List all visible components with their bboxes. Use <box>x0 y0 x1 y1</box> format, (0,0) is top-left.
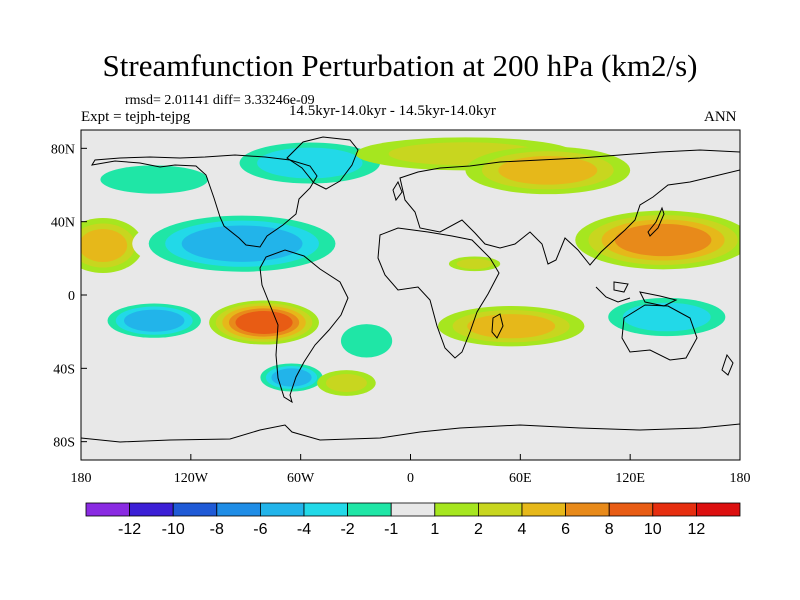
feature-indian-ocean-high <box>437 306 585 347</box>
colorbar-swatch <box>347 502 392 517</box>
chart-title: Streamfunction Perturbation at 200 hPa (… <box>102 48 698 83</box>
colorbar-label: 2 <box>474 521 483 538</box>
colorbar-swatch <box>259 502 305 517</box>
y-tick-label: 80N <box>51 142 75 157</box>
feature-indian-ocean-high-band <box>467 314 556 339</box>
colorbar-label: 1 <box>430 521 439 538</box>
colorbar-label: -12 <box>118 521 141 538</box>
colorbar-swatch <box>85 502 130 517</box>
colorbar-label: 6 <box>561 521 570 538</box>
colorbar-swatch <box>172 502 218 517</box>
colorbar-label: -2 <box>340 521 354 538</box>
feature-caribbean-low <box>132 210 352 277</box>
feature-east-asia-high <box>575 210 740 270</box>
colorbar-label: -6 <box>253 521 267 538</box>
coast-britain <box>392 180 403 202</box>
coast-africa <box>377 227 500 359</box>
feature-north-atlantic-low-band <box>257 147 363 179</box>
x-tick-label: 120E <box>615 471 645 486</box>
coast-eurasia <box>399 149 740 266</box>
colorbar-swatch <box>696 502 741 517</box>
feature-sahara-high <box>448 256 501 272</box>
x-tick-label: 60W <box>287 471 315 486</box>
colorbar-label: 4 <box>518 521 527 538</box>
feature-patagonia-low <box>254 361 329 394</box>
colorbar-swatch <box>216 502 261 517</box>
colorbar-swatch <box>303 502 348 517</box>
coast-greenland <box>286 136 359 190</box>
colorbar-swatch <box>521 502 566 517</box>
colorbar-label: 8 <box>605 521 614 538</box>
feature-south-america-high-band <box>235 311 293 334</box>
coast-new-zealand <box>721 353 734 376</box>
feature-north-pacific-low-band <box>100 165 209 194</box>
feature-patagonia-low-band <box>271 368 312 387</box>
feature-south-atlantic-low <box>329 317 404 365</box>
feature-south-pacific-low-band <box>124 309 185 332</box>
colorbar-label: -10 <box>162 521 185 538</box>
coast-antarctica <box>81 423 740 443</box>
feature-north-atlantic-low <box>221 137 398 189</box>
colorbar-swatch <box>565 502 610 517</box>
feature-caribbean-low-band <box>181 225 303 262</box>
coast-south-america <box>259 249 349 404</box>
period-label: 14.5kyr-14.0kyr - 14.5kyr-14.0kyr <box>289 103 496 119</box>
feature-south-atlantic-low-band <box>340 324 393 358</box>
coast-north-america <box>91 154 318 248</box>
colorbar-label: 12 <box>688 521 706 538</box>
coast-japan <box>647 206 665 237</box>
feature-siberia-high-band <box>498 156 598 185</box>
colorbar-swatch <box>390 502 436 517</box>
colorbar-label: -4 <box>297 521 311 538</box>
x-tick-label: 180 <box>71 471 92 486</box>
feature-maritime-continent-low-band <box>622 302 711 332</box>
colorbar-swatch <box>608 502 654 517</box>
season-label: ANN <box>704 109 737 125</box>
coast-madagascar <box>491 313 504 339</box>
colorbar-swatch <box>434 502 479 517</box>
feature-east-asia-high-band <box>614 223 712 257</box>
colorbar-swatch <box>129 502 174 517</box>
colorbar-label: -8 <box>210 521 224 538</box>
colorbar-label: -1 <box>384 521 398 538</box>
x-tick-label: 0 <box>407 471 414 486</box>
y-tick-label: 0 <box>68 289 75 304</box>
x-tick-label: 180 <box>730 471 751 486</box>
feature-central-pacific-high <box>81 218 144 273</box>
feature-central-pacific-high-band <box>81 229 128 262</box>
stats-label: rmsd= 2.01141 diff= 3.33246e-09 <box>125 93 315 108</box>
feature-north-pacific-low <box>81 159 232 200</box>
feature-southern-ocean-high <box>317 370 376 396</box>
y-tick-label: 40N <box>51 216 75 231</box>
coast-maritime-islands <box>595 281 678 307</box>
y-tick-label: 80S <box>53 436 75 451</box>
colorbar-swatch <box>652 502 697 517</box>
x-tick-label: 120W <box>174 471 209 486</box>
colorbar-swatch <box>477 502 523 517</box>
y-tick-label: 40S <box>53 362 75 377</box>
feature-southern-ocean-high-band <box>325 374 367 392</box>
experiment-label: Expt = tejph-tejpg <box>81 109 191 125</box>
feature-maritime-continent-low <box>593 293 740 341</box>
colorbar-label: 10 <box>644 521 662 538</box>
feature-siberia-high <box>465 146 631 195</box>
feature-sahara-high-band <box>456 258 493 269</box>
x-tick-label: 60E <box>509 471 532 486</box>
feature-south-pacific-low <box>99 300 210 341</box>
feature-south-america-high <box>209 300 319 345</box>
